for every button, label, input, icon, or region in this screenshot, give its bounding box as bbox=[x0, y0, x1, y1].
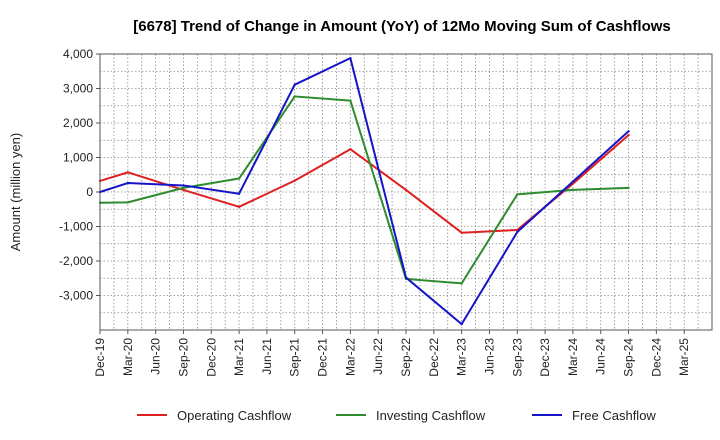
x-tick-label: Sep-20 bbox=[176, 338, 190, 377]
legend-label-investing-cashflow: Investing Cashflow bbox=[376, 408, 486, 423]
x-tick-label: Mar-23 bbox=[455, 338, 469, 376]
x-tick-label: Sep-23 bbox=[510, 338, 524, 377]
series-lines bbox=[98, 56, 630, 326]
x-tick-label: Mar-25 bbox=[677, 338, 691, 376]
plot-area bbox=[99, 53, 713, 331]
x-tick-label: Mar-21 bbox=[232, 338, 246, 376]
y-tick-label: -1,000 bbox=[59, 220, 93, 234]
x-tick-label: Jun-20 bbox=[149, 338, 163, 375]
operating-cashflow-point bbox=[237, 205, 241, 209]
x-tick-label: Dec-23 bbox=[538, 338, 552, 377]
x-tick-label: Sep-21 bbox=[288, 338, 302, 377]
investing-cashflow-point bbox=[182, 186, 185, 190]
chart-title: [6678] Trend of Change in Amount (YoY) o… bbox=[133, 18, 671, 35]
y-tick-label: -3,000 bbox=[59, 289, 93, 303]
free-cashflow-point bbox=[349, 56, 352, 60]
investing-cashflow-point bbox=[516, 193, 519, 196]
x-tick-label: Mar-24 bbox=[566, 338, 580, 376]
y-tick-label: 4,000 bbox=[63, 47, 93, 61]
y-tick-label: 2,000 bbox=[63, 116, 93, 130]
x-tick-label: Dec-24 bbox=[649, 338, 663, 377]
investing-cashflow-point bbox=[126, 201, 130, 204]
free-cashflow-point bbox=[516, 230, 519, 234]
legend: Operating Cashflow Investing Cashflow Free… bbox=[137, 408, 656, 423]
x-tick-label: Mar-20 bbox=[121, 338, 135, 376]
y-tick-label: 1,000 bbox=[63, 151, 93, 165]
y-tick-label: -2,000 bbox=[59, 254, 93, 268]
x-tick-label: Jun-21 bbox=[260, 338, 274, 375]
y-tick-label: 3,000 bbox=[63, 82, 93, 96]
x-tick-label: Sep-22 bbox=[399, 338, 413, 377]
investing-cashflow-point bbox=[237, 177, 241, 180]
investing-cashflow-point bbox=[627, 186, 630, 190]
y-axis-label: Amount (million yen) bbox=[8, 133, 23, 252]
free-cashflow-point bbox=[182, 184, 185, 187]
operating-cashflow-point bbox=[627, 133, 630, 137]
investing-cashflow-point bbox=[349, 99, 352, 102]
operating-cashflow-point bbox=[349, 148, 352, 151]
investing-cashflow-point bbox=[571, 188, 575, 192]
x-tick-label: Sep-24 bbox=[622, 338, 636, 377]
y-tick-label: 0 bbox=[86, 185, 93, 199]
free-cashflow-point bbox=[404, 276, 408, 279]
operating-cashflow-point bbox=[126, 171, 130, 174]
investing-cashflow-point bbox=[293, 95, 296, 98]
legend-label-operating-cashflow: Operating Cashflow bbox=[177, 408, 292, 423]
x-tick-label: Dec-22 bbox=[427, 338, 441, 377]
legend-label-free-cashflow: Free Cashflow bbox=[572, 408, 656, 423]
free-cashflow-point bbox=[126, 181, 130, 185]
x-tick-label: Dec-19 bbox=[93, 338, 107, 377]
x-tick-label: Jun-24 bbox=[594, 338, 608, 375]
operating-cashflow-point bbox=[293, 179, 296, 182]
free-cashflow-point bbox=[460, 322, 463, 326]
x-tick-label: Jun-23 bbox=[482, 338, 496, 375]
operating-cashflow-point bbox=[404, 188, 408, 192]
x-tick-label: Dec-20 bbox=[204, 338, 218, 377]
operating-cashflow-point bbox=[182, 188, 185, 192]
operating-cashflow-point bbox=[460, 231, 463, 234]
free-cashflow-point bbox=[293, 83, 296, 86]
x-tick-label: Dec-21 bbox=[316, 338, 330, 377]
x-tick-label: Mar-22 bbox=[343, 338, 357, 376]
free-cashflow-point bbox=[571, 180, 575, 183]
free-cashflow-point bbox=[627, 130, 630, 133]
x-tick-label: Jun-22 bbox=[371, 338, 385, 375]
y-axis-ticks: 4,000 3,000 2,000 1,000 0 -1,000 -2,000 -3,000 bbox=[59, 47, 100, 303]
investing-cashflow-point bbox=[460, 282, 463, 285]
x-axis-ticks: Dec-19 Mar-20 Jun-20 Sep-20 Dec-20 Mar-21 Jun-… bbox=[93, 330, 691, 377]
free-cashflow-point bbox=[237, 192, 241, 195]
